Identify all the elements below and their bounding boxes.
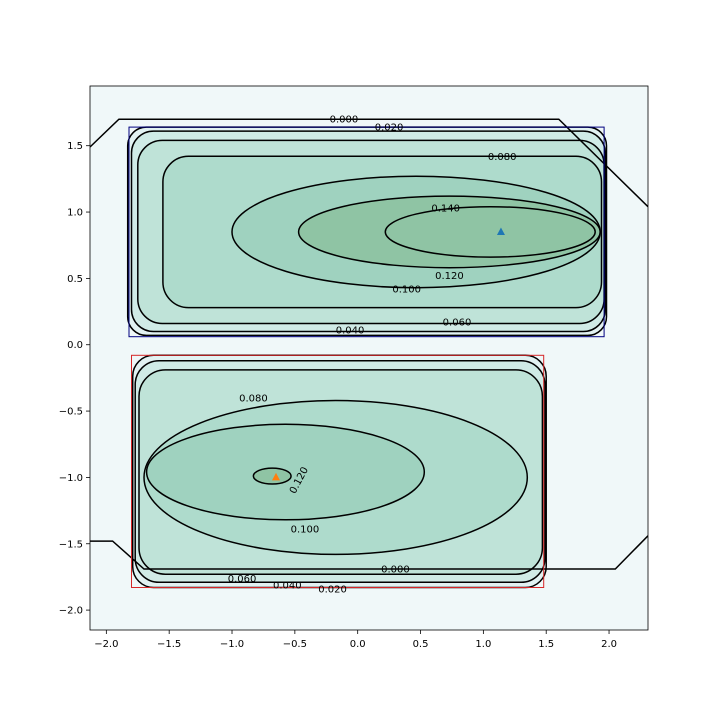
contour-line-0.120-lower xyxy=(252,467,292,485)
contour-label-0.020: 0.020 xyxy=(318,584,347,595)
x-axis: −2.0 −1.5 −1.0 −0.5 0.0 0.5 1.0 1.5 2.0 xyxy=(94,630,617,650)
contour-label-0.000: 0.000 xyxy=(381,565,410,576)
y-axis: −2.0 −1.5 −1.0 −0.5 0.0 0.5 1.0 1.5 xyxy=(59,141,90,617)
region-boxes xyxy=(128,126,605,588)
region-box-upper xyxy=(128,126,605,338)
contour-line-0.080-lower xyxy=(143,399,529,556)
y-tick-label: 1.0 xyxy=(67,208,83,219)
contour-label-0.040: 0.040 xyxy=(273,580,302,591)
y-tick-label: −1.0 xyxy=(59,473,83,484)
contour-fill-0.120-lower xyxy=(253,468,292,484)
y-tick-label: 0.0 xyxy=(67,340,83,351)
contour-label-0.120: 0.120 xyxy=(435,271,464,282)
x-tick-label: −0.5 xyxy=(283,639,307,650)
contour-label-0.080: 0.080 xyxy=(239,393,268,404)
contour-line-0.140-upper xyxy=(384,205,596,258)
contour-line-0.000-lower xyxy=(90,535,648,570)
contour-line-0.120-upper xyxy=(297,195,601,269)
contour-line-0.060-lower xyxy=(138,369,544,575)
contour-label-0.100: 0.100 xyxy=(291,525,320,536)
peak-markers xyxy=(272,227,505,481)
contour-line-0.080-upper xyxy=(162,155,603,309)
y-tick-label: −1.5 xyxy=(59,539,83,550)
contour-label-0.060: 0.060 xyxy=(228,574,257,585)
y-tick-label: −0.5 xyxy=(59,407,83,418)
x-tick-label: 0.0 xyxy=(350,639,366,650)
contour-label-0.060: 0.060 xyxy=(443,318,472,329)
y-tick-label: 0.5 xyxy=(67,274,83,285)
contour-label-0.040: 0.040 xyxy=(336,326,365,337)
contour-label-0.080: 0.080 xyxy=(488,152,517,163)
contour-label-0.140: 0.140 xyxy=(431,204,460,215)
y-tick-label: 1.5 xyxy=(67,141,83,152)
x-tick-label: 1.5 xyxy=(538,639,554,650)
plot-frame xyxy=(89,85,649,631)
x-tick-label: 1.0 xyxy=(475,639,491,650)
peak-marker-upper xyxy=(496,227,505,235)
x-tick-label: −1.5 xyxy=(157,639,181,650)
x-tick-label: −2.0 xyxy=(94,639,118,650)
region-box-lower xyxy=(131,354,545,588)
contour-label-0.100: 0.100 xyxy=(392,285,421,296)
contour-lines xyxy=(90,118,648,589)
contour-label-0.020: 0.020 xyxy=(375,123,404,134)
y-tick-label: −2.0 xyxy=(59,606,83,617)
contour-line-0.040-upper xyxy=(130,130,607,333)
contour-fill-0.140-upper xyxy=(385,206,596,258)
contour-line-0.040-lower xyxy=(134,359,546,584)
contour-label-0.000: 0.000 xyxy=(330,115,359,126)
peak-marker-lower xyxy=(272,472,280,481)
x-tick-label: 2.0 xyxy=(601,639,617,650)
x-tick-label: −1.0 xyxy=(220,639,244,650)
contour-fills xyxy=(127,127,607,588)
contour-line-0.100-lower xyxy=(145,423,426,521)
x-tick-label: 0.5 xyxy=(413,639,429,650)
